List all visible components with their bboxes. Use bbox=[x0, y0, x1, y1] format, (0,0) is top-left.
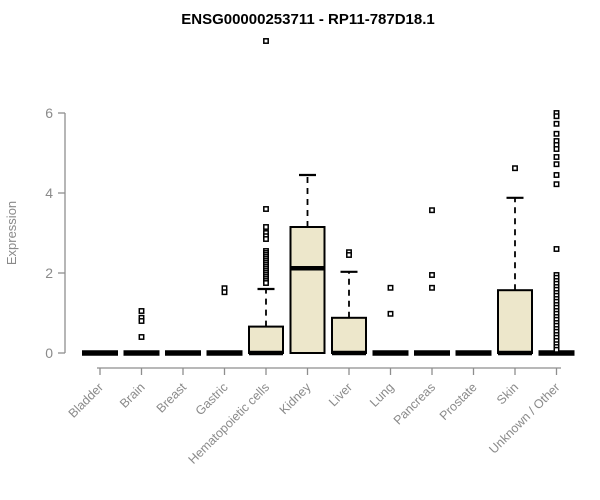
outlier-point bbox=[553, 161, 560, 168]
outlier-point bbox=[138, 318, 145, 324]
outlier-point bbox=[429, 207, 435, 214]
collapsed-box-bar bbox=[538, 350, 575, 356]
outlier-point bbox=[387, 284, 394, 291]
collapsed-box-bar bbox=[206, 350, 243, 356]
outlier-point bbox=[387, 310, 394, 317]
outlier-point bbox=[138, 308, 145, 314]
box-group-unknown-other bbox=[538, 110, 575, 356]
outlier-point bbox=[429, 272, 435, 278]
y-axis-label: Expression bbox=[4, 201, 19, 265]
outlier-point bbox=[512, 165, 518, 172]
chart-title: ENSG00000253711 - RP11-787D18.1 bbox=[181, 11, 435, 28]
outlier-point bbox=[553, 154, 560, 160]
outlier-point bbox=[263, 38, 269, 44]
y-tick-label: 0 bbox=[45, 345, 53, 361]
box-group-hematopoietic-cells bbox=[248, 38, 284, 356]
outlier-point bbox=[263, 224, 269, 230]
box-rect bbox=[248, 325, 284, 355]
box-group-prostate bbox=[455, 350, 492, 356]
y-tick-label: 2 bbox=[45, 265, 53, 281]
outlier-point bbox=[553, 130, 560, 137]
box-group-kidney bbox=[289, 173, 326, 354]
outlier-point bbox=[553, 120, 560, 127]
box-group-skin bbox=[497, 165, 533, 356]
y-tick-label: 6 bbox=[45, 105, 53, 121]
outlier-point bbox=[553, 146, 560, 152]
collapsed-box-bar bbox=[123, 350, 160, 356]
box-group-lung bbox=[372, 284, 409, 356]
collapsed-box-bar bbox=[455, 350, 492, 356]
plot-area bbox=[82, 38, 575, 356]
outlier-point bbox=[346, 252, 352, 258]
outlier-point bbox=[263, 236, 269, 242]
box-group-gastric bbox=[206, 285, 243, 356]
box-group-brain bbox=[123, 308, 160, 356]
outlier-point bbox=[553, 246, 560, 252]
outlier-point bbox=[553, 113, 560, 120]
y-axis: 0 2 4 6 bbox=[45, 105, 66, 361]
box-rect bbox=[289, 226, 326, 354]
outlier-point bbox=[138, 334, 145, 340]
outlier-point bbox=[429, 284, 435, 291]
y-tick-label: 4 bbox=[45, 185, 53, 201]
collapsed-box-bar bbox=[82, 350, 118, 356]
box-group-pancreas bbox=[414, 207, 450, 356]
box-rect bbox=[331, 316, 367, 354]
collapsed-box-bar bbox=[414, 350, 450, 356]
collapsed-box-bar bbox=[372, 350, 409, 356]
outlier-point bbox=[263, 206, 269, 212]
outlier-point bbox=[221, 289, 228, 296]
box-group-liver bbox=[331, 249, 367, 356]
box-rect bbox=[497, 289, 533, 355]
box-group-breast bbox=[165, 350, 201, 356]
outlier-point bbox=[263, 280, 269, 286]
outlier-point bbox=[553, 172, 560, 178]
box-group-bladder bbox=[82, 350, 118, 356]
collapsed-box-bar bbox=[165, 350, 201, 356]
outlier-point bbox=[553, 181, 560, 188]
outlier-point bbox=[553, 346, 560, 353]
